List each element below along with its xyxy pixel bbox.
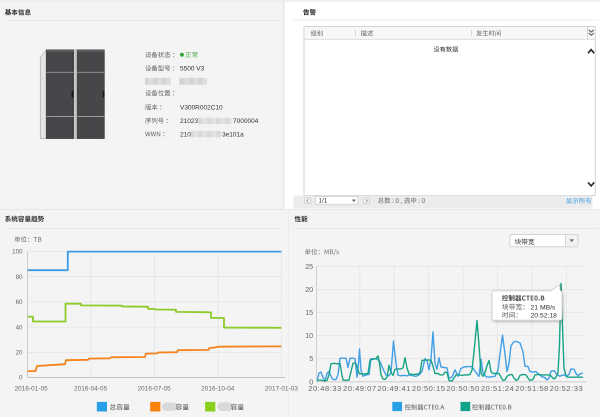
svg-text:20:49:07: 20:49:07 [343, 384, 377, 393]
svg-text:5: 5 [309, 354, 313, 363]
svg-text:20:48:33: 20:48:33 [308, 384, 342, 393]
svg-text:20:50:50: 20:50:50 [446, 384, 480, 393]
svg-text:21023: 21023 [180, 118, 198, 125]
svg-text:80: 80 [16, 274, 23, 281]
svg-text:2016-01-05: 2016-01-05 [15, 385, 49, 392]
svg-text:2017-01-03: 2017-01-03 [265, 385, 299, 392]
svg-text:20:49:41: 20:49:41 [377, 384, 411, 393]
svg-text:20:50:15: 20:50:15 [412, 384, 446, 393]
svg-text:V300R002C10: V300R002C10 [180, 105, 223, 112]
svg-text:25: 25 [305, 262, 313, 271]
svg-text:7000004: 7000004 [233, 118, 259, 125]
svg-text:15: 15 [305, 308, 313, 317]
svg-text:3e101a: 3e101a [222, 131, 244, 138]
svg-text:20:52:18: 20:52:18 [531, 313, 558, 320]
svg-text:20:51:24: 20:51:24 [481, 384, 515, 393]
svg-text:5500 V3: 5500 V3 [180, 66, 205, 73]
svg-text:20: 20 [16, 350, 23, 357]
svg-text:21 MB/s: 21 MB/s [531, 304, 557, 311]
svg-text:20:52:33: 20:52:33 [550, 384, 584, 393]
svg-text:10: 10 [305, 331, 313, 340]
svg-text:2016-04-05: 2016-04-05 [74, 385, 108, 392]
svg-text:1/1: 1/1 [319, 198, 328, 205]
svg-text:210: 210 [180, 131, 191, 138]
svg-text:2016-10-04: 2016-10-04 [201, 385, 235, 392]
svg-text:0: 0 [309, 377, 313, 386]
svg-text:60: 60 [16, 299, 23, 306]
svg-text:2016-07-05: 2016-07-05 [138, 385, 172, 392]
svg-text:40: 40 [16, 324, 23, 331]
svg-text:0: 0 [19, 375, 23, 382]
svg-text:20: 20 [305, 285, 313, 294]
svg-text:100: 100 [12, 249, 23, 256]
svg-text:20:51:58: 20:51:58 [515, 384, 549, 393]
